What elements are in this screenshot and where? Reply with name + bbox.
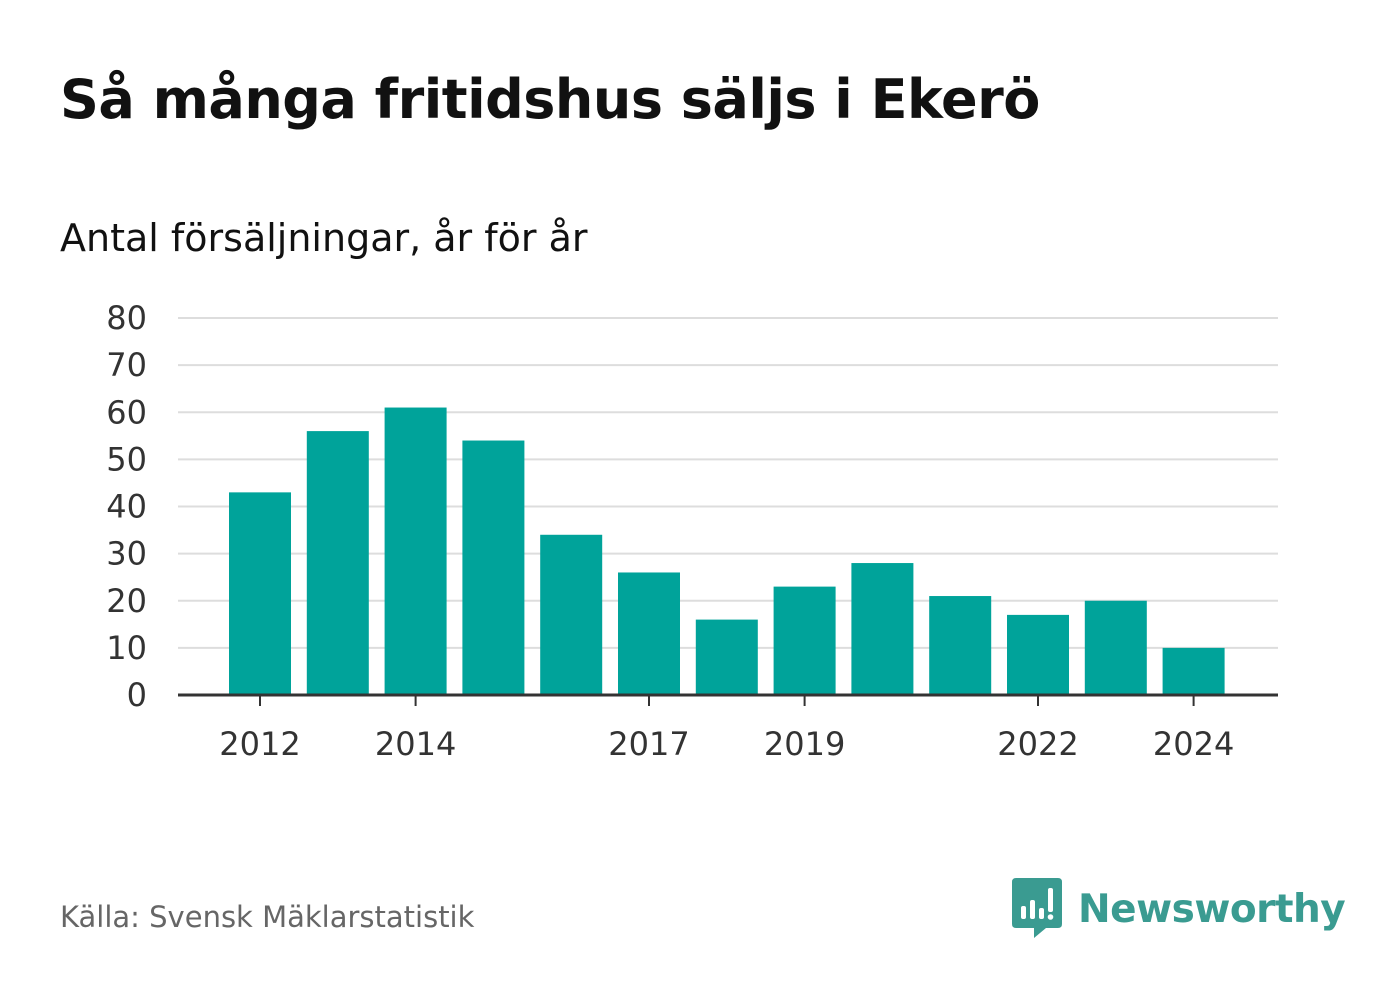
chart-title: Så många fritidshus säljs i Ekerö	[60, 68, 1040, 131]
bar-2012	[229, 492, 291, 695]
y-tick-label: 0	[127, 676, 147, 714]
x-tick-label: 2017	[608, 725, 689, 763]
x-tick-label: 2019	[764, 725, 845, 763]
y-tick-label: 50	[106, 440, 147, 478]
bar-2020	[851, 563, 914, 695]
brand-logo: Newsworthy	[1012, 878, 1346, 940]
x-tick-label: 2022	[997, 725, 1078, 763]
bars	[229, 407, 1225, 695]
y-tick-label: 40	[106, 488, 147, 526]
bar-2017	[618, 572, 680, 695]
x-tick-label: 2024	[1153, 725, 1234, 763]
y-tick-label: 60	[106, 393, 147, 431]
bar-2013	[306, 431, 369, 695]
y-tick-label: 70	[106, 346, 147, 384]
bar-2016	[540, 534, 603, 695]
bar-2015	[462, 440, 525, 695]
bar-2014	[384, 407, 447, 695]
y-tick-label: 20	[106, 582, 147, 620]
x-tick-label: 2012	[219, 725, 300, 763]
x-tick-label: 2014	[375, 725, 456, 763]
brand-name: Newsworthy	[1078, 886, 1346, 932]
y-tick-label: 80	[106, 299, 147, 337]
bar-2019	[773, 586, 836, 695]
chart-subtitle: Antal försäljningar, år för år	[60, 216, 588, 260]
bar-chart: 0 10 20 30 40 50 60 70 80 2012 2014 2017 2019 2022 202…	[106, 299, 1278, 763]
bar-2024	[1162, 647, 1225, 695]
y-tick-label: 30	[106, 535, 147, 573]
bar-2021	[929, 596, 992, 695]
y-tick-label: 10	[106, 629, 147, 667]
newsworthy-logo-icon	[1012, 878, 1062, 938]
axes: 0 10 20 30 40 50 60 70 80 2012 2014 2017 2019 2022 202…	[106, 299, 1278, 763]
bar-2022	[1007, 614, 1069, 695]
bar-2018	[695, 619, 758, 695]
source-note: Källa: Svensk Mäklarstatistik	[60, 900, 475, 934]
bar-2023	[1084, 600, 1147, 695]
